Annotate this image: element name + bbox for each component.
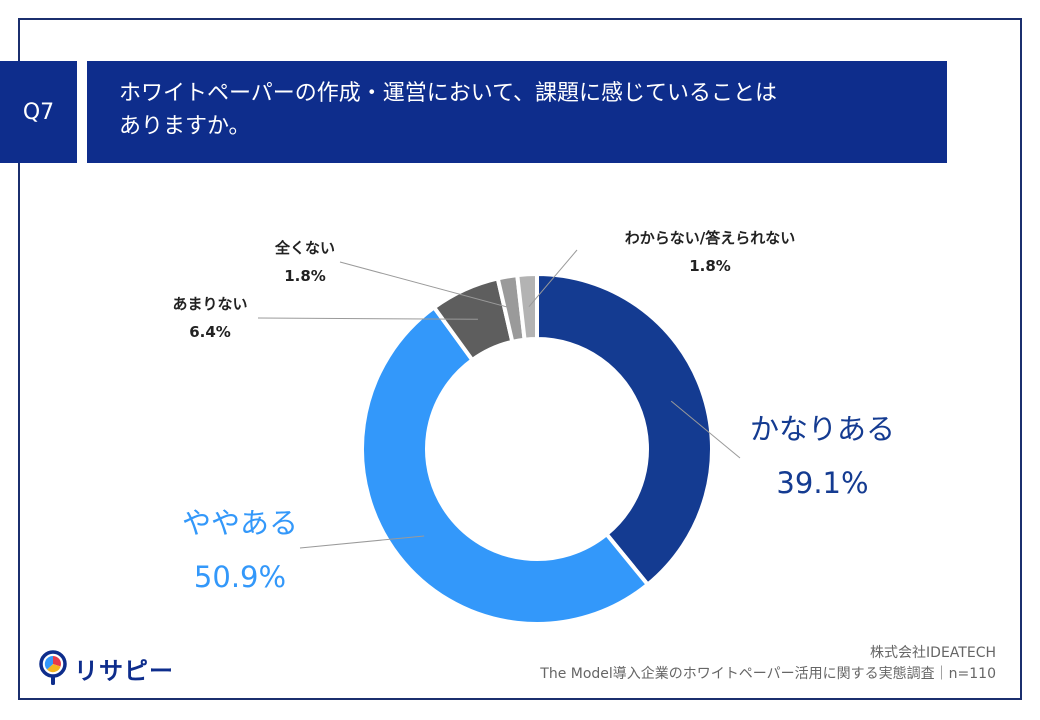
- leader-yaya: [299, 535, 425, 549]
- label-amari: あまりない 6.4%: [155, 290, 265, 346]
- label-mattaku-value: 1.8%: [284, 267, 326, 285]
- question-number: Q7: [0, 61, 77, 163]
- slice-wakaranai: [515, 271, 539, 342]
- logo-text: リサピー: [74, 656, 174, 685]
- label-kanari-value: 39.1%: [776, 466, 869, 500]
- slice-yaya: [359, 304, 651, 626]
- credit-company: 株式会社IDEATECH: [870, 645, 996, 661]
- label-yaya-category: ややある: [181, 506, 298, 540]
- label-mattaku: 全くない 1.8%: [255, 234, 355, 290]
- label-wakaranai-category: わからない/答えられない: [624, 229, 796, 247]
- credit: 株式会社IDEATECH The Model導入企業のホワイトペーパー活用に関す…: [540, 643, 996, 685]
- label-kanari-category: かなりある: [749, 412, 895, 446]
- leader-wakaranai: [528, 249, 578, 308]
- label-wakaranai-value: 1.8%: [689, 257, 731, 275]
- credit-survey: The Model導入企業のホワイトペーパー活用に関する実態調査｜n=110: [540, 666, 996, 682]
- slice-kanari: [535, 271, 714, 588]
- risapi-logo: リサピー: [38, 650, 174, 686]
- label-wakaranai: わからない/答えられない 1.8%: [594, 224, 826, 280]
- question-title: ホワイトペーパーの作成・運営において、課題に感じていることは ありますか。: [87, 61, 947, 163]
- label-amari-category: あまりない: [172, 295, 248, 313]
- question-title-line1: ホワイトペーパーの作成・運営において、課題に感じていることは: [119, 81, 778, 106]
- leader-amari: [257, 317, 478, 320]
- label-kanari: かなりある 39.1%: [735, 402, 910, 510]
- label-yaya: ややある 50.9%: [165, 496, 315, 604]
- slide-frame: [18, 18, 1022, 700]
- label-mattaku-category: 全くない: [274, 239, 335, 257]
- leader-kanari: [670, 400, 741, 459]
- leader-mattaku: [339, 261, 514, 310]
- label-yaya-value: 50.9%: [193, 560, 287, 594]
- magnifier-pie-icon: [39, 650, 67, 685]
- question-title-line2: ありますか。: [119, 114, 251, 139]
- label-amari-value: 6.4%: [189, 323, 231, 341]
